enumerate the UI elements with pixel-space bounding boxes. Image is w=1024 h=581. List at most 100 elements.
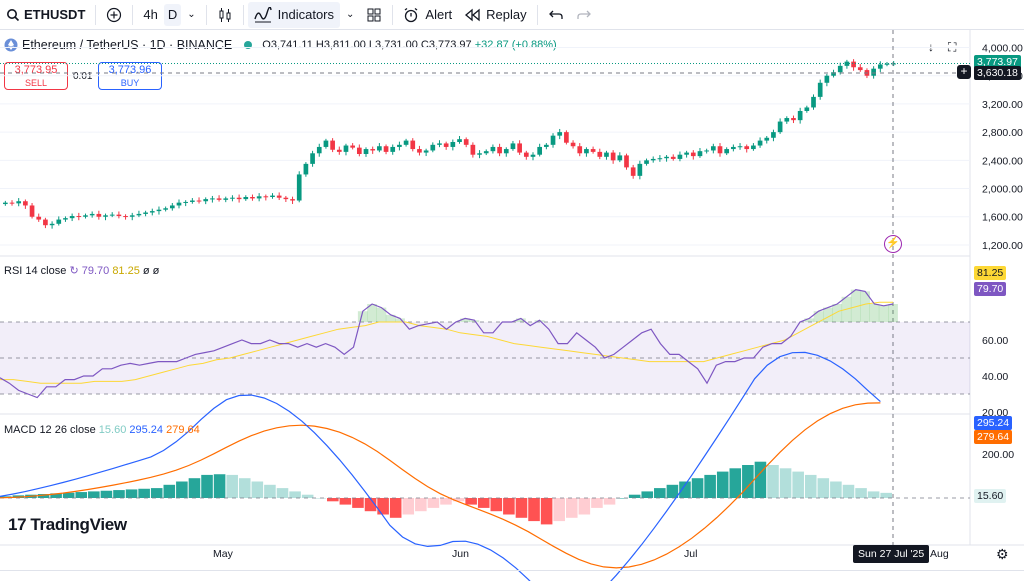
rsi-ma-tag: 81.25 (974, 266, 1007, 280)
macd-hist-bar (188, 478, 201, 498)
candle-body (16, 201, 22, 204)
rsi-extra: ø ø (142, 265, 160, 277)
candle-body (570, 142, 576, 147)
spread-value: 0.01 (73, 71, 93, 82)
candle-body (129, 215, 135, 217)
interval-dropdown[interactable]: ⌄ (181, 0, 201, 30)
candle-body (450, 142, 456, 147)
macd-hist-bar (327, 498, 339, 502)
candle-body (731, 146, 736, 150)
sell-button[interactable]: 3,773.95 SELL (4, 62, 68, 90)
candle-body (597, 151, 603, 157)
candle-body (717, 146, 723, 154)
candle-body (43, 219, 48, 226)
candle-body (884, 63, 890, 65)
candles-icon (219, 7, 231, 22)
fullscreen-icon[interactable]: ⛶ (948, 40, 957, 54)
chart-type-button[interactable] (211, 0, 239, 30)
candle-body (617, 155, 623, 161)
divider (536, 4, 538, 25)
search-icon (7, 8, 20, 21)
candle-body (310, 153, 315, 164)
rsi-legend[interactable]: RSI 14 close ↻ 79.70 81.25 ø ø (4, 264, 159, 277)
candle-body (744, 146, 750, 150)
macd-hist-bar (314, 498, 327, 499)
buy-button[interactable]: 3,773.96 BUY (98, 62, 162, 90)
ohlc-close: C3,773.97 (420, 39, 472, 51)
candle-body (343, 145, 349, 152)
macd-legend[interactable]: MACD 12 26 close 15.60 295.24 279.64 (4, 424, 200, 436)
candle-body (630, 167, 636, 176)
alert-button[interactable]: Alert (397, 0, 458, 30)
macd-hist-bar (792, 471, 804, 498)
price-tick-label: 2,000.00 (982, 184, 1023, 196)
macd-hist-bar (37, 494, 50, 498)
tradingview-logo[interactable]: 17 TradingView (8, 515, 127, 535)
macd-hist-bar (654, 488, 666, 498)
candle-body (363, 149, 369, 154)
interval-d-label: D (167, 7, 178, 22)
candles-series (0, 30, 970, 545)
rsi-band (0, 321, 970, 395)
candle-body (203, 199, 209, 202)
candle-body (831, 72, 836, 76)
candle-body (891, 63, 896, 65)
macd-hist-bar (716, 471, 729, 498)
macd-hist-bar (540, 498, 553, 525)
chart-title[interactable]: Ethereum / TetherUS · 1D · BINANCE (22, 38, 233, 52)
indicators-button[interactable]: Indicators (247, 1, 341, 28)
candle-body (109, 214, 115, 216)
replay-button[interactable]: Replay (458, 0, 532, 30)
time-label-jun: Jun (452, 548, 469, 560)
interval-d-button[interactable]: D (163, 3, 182, 26)
macd-hist-bar (842, 484, 855, 498)
alarm-clock-icon (405, 7, 418, 22)
candle-body (857, 67, 863, 71)
price-axis: 4,000.003,600.003,200.002,800.002,400.00… (982, 43, 1023, 461)
candle-body (457, 139, 462, 143)
add-alert-icon[interactable]: + (957, 65, 971, 79)
macd-hist-bar (578, 498, 591, 515)
settings-gear-icon[interactable]: ⚙ (996, 546, 1009, 562)
candle-body (83, 215, 88, 217)
arrow-down-icon[interactable]: ↓ (928, 40, 934, 54)
symbol-search[interactable]: ETHUSDT (0, 0, 91, 30)
candle-body (864, 70, 870, 76)
compare-symbol-button[interactable] (100, 0, 128, 30)
candle-body (497, 146, 502, 154)
macd-hist-bar (415, 498, 427, 512)
candle-body (336, 149, 342, 152)
candle-body (590, 149, 596, 152)
grid-lines (0, 30, 1024, 546)
candle-body (777, 121, 783, 133)
indicators-dropdown[interactable]: ⌄ (340, 0, 360, 30)
candle-body (9, 202, 15, 204)
candle-body (103, 215, 108, 217)
candle-body (811, 96, 816, 108)
macd-hist-bar (50, 493, 62, 498)
macd-hist-bar (100, 490, 113, 498)
divider (95, 4, 97, 25)
candle-body (544, 144, 549, 147)
candle-body (49, 223, 55, 226)
candle-body (637, 163, 643, 176)
macd-hist-bar (402, 498, 415, 515)
candle-body (443, 143, 449, 147)
time-axis[interactable]: May Jun Jul Aug (0, 545, 970, 563)
indicators-icon (253, 6, 272, 22)
redo-button[interactable] (570, 0, 598, 30)
divider (205, 4, 207, 25)
ohlc-values: O3,741.11 H3,811.00 L3,731.00 C3,773.97 … (262, 39, 556, 51)
candle-body (483, 151, 489, 154)
layouts-button[interactable] (360, 0, 388, 30)
macd-hist-bar (226, 474, 238, 498)
candle-body (397, 144, 402, 147)
symbol-label: ETHUSDT (24, 7, 86, 22)
macd-hist-bar (364, 498, 377, 512)
candle-body (710, 146, 716, 151)
lightning-event-icon[interactable]: ⚡ (884, 235, 902, 253)
refresh-icon: ↻ (69, 265, 79, 277)
interval-4h-button[interactable]: 4h (137, 0, 163, 30)
undo-button[interactable] (542, 0, 570, 30)
candle-body (851, 61, 856, 68)
